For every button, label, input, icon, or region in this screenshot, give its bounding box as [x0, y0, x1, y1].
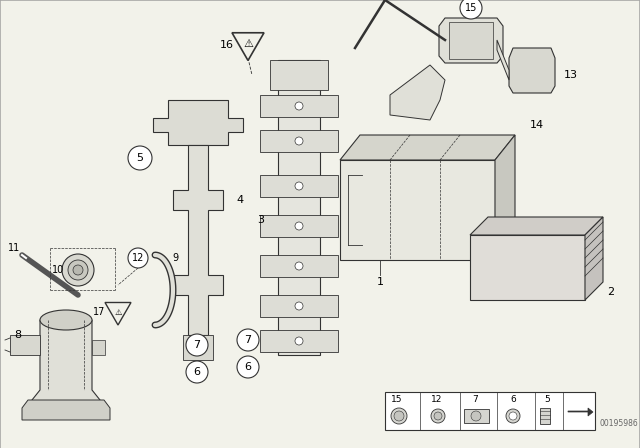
Circle shape — [68, 260, 88, 280]
Polygon shape — [390, 65, 445, 120]
Circle shape — [295, 182, 303, 190]
Polygon shape — [449, 22, 493, 59]
Polygon shape — [385, 392, 595, 430]
Text: 00195986: 00195986 — [599, 419, 637, 428]
Polygon shape — [340, 135, 515, 160]
Circle shape — [128, 146, 152, 170]
Text: 11: 11 — [8, 243, 20, 253]
Circle shape — [471, 411, 481, 421]
Polygon shape — [439, 18, 503, 63]
Text: 14: 14 — [530, 120, 544, 130]
Circle shape — [295, 222, 303, 230]
Polygon shape — [173, 145, 223, 335]
Circle shape — [186, 334, 208, 356]
Text: 8: 8 — [15, 330, 22, 340]
Circle shape — [295, 337, 303, 345]
Polygon shape — [92, 340, 105, 355]
Polygon shape — [260, 295, 338, 317]
Ellipse shape — [40, 310, 92, 330]
Text: ⚠: ⚠ — [115, 307, 122, 316]
Circle shape — [295, 302, 303, 310]
Circle shape — [295, 102, 303, 110]
Text: 7: 7 — [193, 340, 200, 350]
Text: 7: 7 — [472, 395, 478, 404]
Polygon shape — [232, 33, 264, 60]
Text: 9: 9 — [172, 253, 178, 263]
Text: 7: 7 — [244, 335, 252, 345]
Text: 15: 15 — [465, 3, 477, 13]
Polygon shape — [260, 130, 338, 152]
Polygon shape — [260, 95, 338, 117]
Circle shape — [434, 412, 442, 420]
Circle shape — [237, 329, 259, 351]
Text: 6: 6 — [193, 367, 200, 377]
Polygon shape — [105, 302, 131, 325]
Text: 6: 6 — [510, 395, 516, 404]
Polygon shape — [497, 40, 509, 80]
Text: 5: 5 — [544, 395, 550, 404]
Text: 12: 12 — [132, 253, 144, 263]
Circle shape — [237, 356, 259, 378]
Circle shape — [62, 254, 94, 286]
Circle shape — [431, 409, 445, 423]
Text: 5: 5 — [136, 153, 143, 163]
Circle shape — [295, 262, 303, 270]
Text: 15: 15 — [391, 395, 403, 404]
Polygon shape — [464, 409, 489, 423]
Polygon shape — [183, 335, 213, 360]
Polygon shape — [495, 135, 515, 260]
Polygon shape — [260, 215, 338, 237]
Polygon shape — [270, 60, 328, 90]
Polygon shape — [340, 160, 495, 260]
Polygon shape — [540, 408, 550, 424]
Polygon shape — [260, 175, 338, 197]
Circle shape — [460, 0, 482, 19]
Polygon shape — [153, 100, 243, 145]
Text: 3: 3 — [257, 215, 264, 225]
Text: 4: 4 — [236, 195, 244, 205]
Circle shape — [295, 137, 303, 145]
Circle shape — [128, 248, 148, 268]
Polygon shape — [470, 217, 603, 235]
Polygon shape — [278, 60, 320, 355]
Polygon shape — [470, 235, 585, 300]
Circle shape — [186, 361, 208, 383]
Text: 17: 17 — [93, 307, 105, 317]
Polygon shape — [585, 217, 603, 300]
Text: 12: 12 — [431, 395, 443, 404]
Polygon shape — [22, 400, 110, 420]
Circle shape — [391, 408, 407, 424]
Text: ⚠: ⚠ — [243, 39, 253, 49]
Polygon shape — [260, 330, 338, 352]
Polygon shape — [568, 408, 593, 416]
Polygon shape — [10, 335, 40, 355]
Circle shape — [394, 411, 404, 421]
Polygon shape — [509, 48, 555, 93]
Text: 16: 16 — [220, 40, 234, 50]
Text: 2: 2 — [607, 287, 614, 297]
Text: 13: 13 — [564, 70, 578, 80]
Text: 6: 6 — [244, 362, 252, 372]
Text: 10: 10 — [52, 265, 64, 275]
Circle shape — [509, 412, 517, 420]
Circle shape — [506, 409, 520, 423]
Polygon shape — [32, 320, 100, 415]
Circle shape — [73, 265, 83, 275]
Text: 1: 1 — [376, 277, 383, 287]
Polygon shape — [260, 255, 338, 277]
